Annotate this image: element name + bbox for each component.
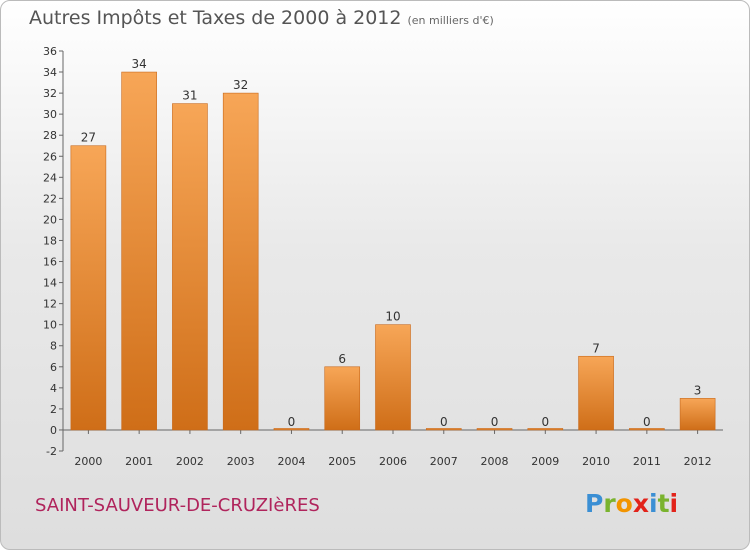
data-label: 0 xyxy=(643,415,651,429)
bar xyxy=(375,324,411,431)
data-label: 7 xyxy=(592,341,600,355)
x-tick-label: 2002 xyxy=(176,455,204,468)
bar xyxy=(578,355,614,431)
y-tick-label: -2 xyxy=(46,445,57,458)
y-tick-label: 4 xyxy=(50,382,57,395)
bar xyxy=(121,71,157,431)
bar xyxy=(629,428,665,431)
y-tick-label: 2 xyxy=(50,403,57,416)
x-tick-label: 2000 xyxy=(74,455,102,468)
x-tick-label: 2012 xyxy=(684,455,712,468)
y-tick-label: 22 xyxy=(43,192,57,205)
x-tick-label: 2008 xyxy=(481,455,509,468)
data-label: 0 xyxy=(440,415,448,429)
x-tick-label: 2009 xyxy=(531,455,559,468)
data-label: 32 xyxy=(233,78,248,92)
bar xyxy=(425,428,462,431)
logo-letter: i xyxy=(669,489,679,518)
y-tick-label: 18 xyxy=(43,234,57,247)
data-label: 10 xyxy=(385,310,400,324)
logo-letter: o xyxy=(615,489,633,518)
data-label: 31 xyxy=(182,89,197,103)
logo-letter: P xyxy=(585,489,604,518)
y-tick-label: 10 xyxy=(43,319,57,332)
chart-title: Autres Impôts et Taxes de 2000 à 2012 (en… xyxy=(29,7,494,29)
bar xyxy=(679,398,716,431)
commune-name: SAINT-SAUVEUR-DE-CRUZIèRES xyxy=(35,495,320,516)
data-label: 0 xyxy=(491,415,499,429)
x-tick-label: 2004 xyxy=(277,455,305,468)
bar xyxy=(172,103,208,431)
proxiti-logo[interactable]: Proxiti xyxy=(585,489,678,518)
y-tick-label: 12 xyxy=(43,298,57,311)
x-tick-label: 2003 xyxy=(227,455,255,468)
bar-series xyxy=(70,71,716,431)
y-tick-label: 16 xyxy=(43,256,57,269)
bar xyxy=(273,428,310,431)
logo-letter: r xyxy=(603,489,616,518)
bar xyxy=(70,145,107,431)
x-axis: 2000 2001 2002 2003 2004 2005 2006 2007 2008 2009… xyxy=(63,429,723,468)
logo-letter: x xyxy=(632,489,649,518)
y-tick-label: 0 xyxy=(50,424,57,437)
bar xyxy=(222,92,259,431)
bar xyxy=(476,428,513,431)
y-tick-label: 6 xyxy=(50,361,57,374)
x-tick-label: 2011 xyxy=(633,455,661,468)
x-tick-label: 2005 xyxy=(328,455,356,468)
y-tick-label: 24 xyxy=(43,171,57,184)
x-tick-label: 2006 xyxy=(379,455,407,468)
data-label: 27 xyxy=(81,131,96,145)
x-tick-label: 2001 xyxy=(125,455,153,468)
chart-title-text: Autres Impôts et Taxes de 2000 à 2012 xyxy=(29,7,402,29)
y-tick-label: 20 xyxy=(43,213,57,226)
data-label: 0 xyxy=(541,415,549,429)
x-tick-label: 2007 xyxy=(430,455,458,468)
bar xyxy=(527,428,564,431)
y-tick-label: 30 xyxy=(43,108,57,121)
data-label: 0 xyxy=(288,415,296,429)
logo-letter: t xyxy=(657,489,670,518)
data-label: 34 xyxy=(132,57,147,71)
y-tick-label: 32 xyxy=(43,87,57,100)
y-tick-label: 26 xyxy=(43,150,57,163)
y-tick-label: 36 xyxy=(43,45,57,58)
chart-subtitle: (en milliers d'€) xyxy=(407,14,494,27)
y-tick-label: 14 xyxy=(43,277,57,290)
bar xyxy=(324,366,361,431)
y-tick-label: 34 xyxy=(43,66,57,79)
logo-letter: i xyxy=(649,489,658,518)
y-tick-label: 28 xyxy=(43,129,57,142)
data-labels: 27 34 31 32 0 6 10 0 0 0 7 0 3 xyxy=(81,57,702,429)
data-label: 6 xyxy=(338,352,346,366)
x-tick-label: 2010 xyxy=(582,455,610,468)
data-label: 3 xyxy=(694,383,702,397)
y-tick-label: 8 xyxy=(50,340,57,353)
